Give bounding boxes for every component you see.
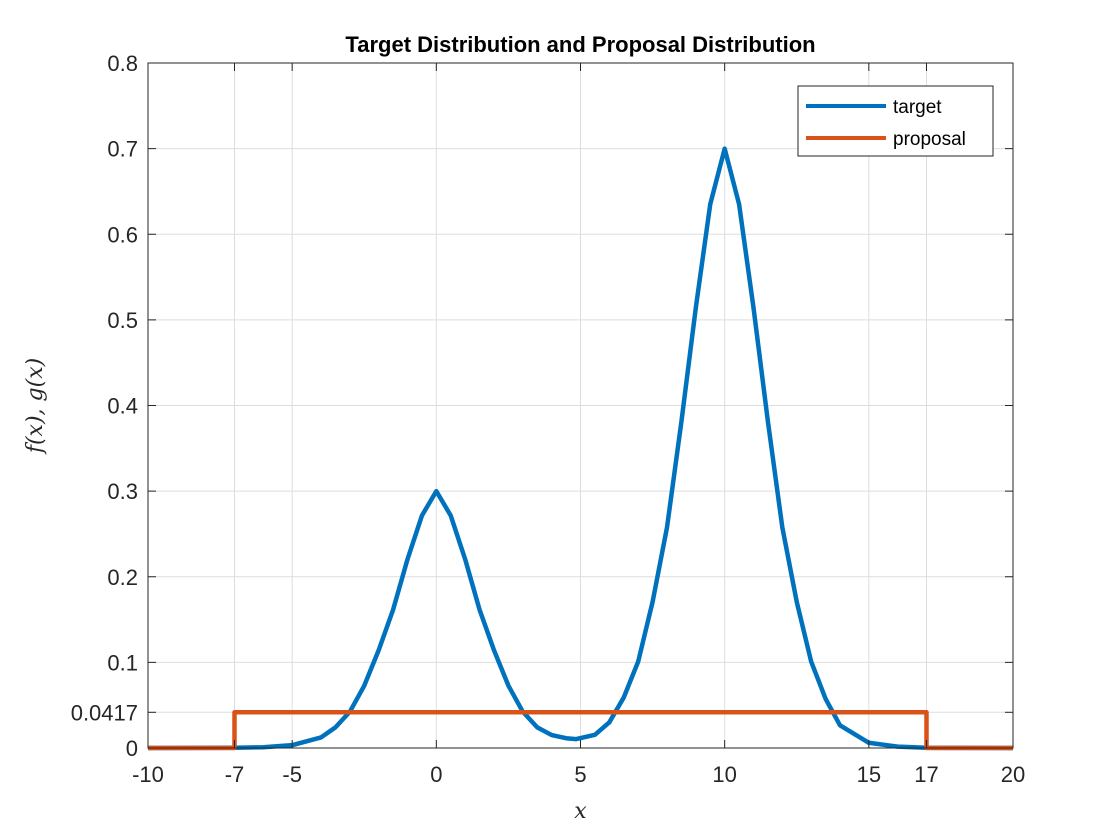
x-axis-label: x [574, 799, 587, 824]
legend-label-target: target [893, 97, 942, 118]
y-tick-label: 0.1 [107, 650, 138, 675]
y-axis-label: f(x), g(x) [23, 358, 48, 455]
y-tick-label: 0.4 [107, 394, 138, 419]
x-tick-label: 17 [914, 762, 938, 787]
legend[interactable]: target proposal [797, 85, 994, 157]
y-tick-label: 0.3 [107, 479, 138, 504]
x-tick-label: -10 [132, 762, 164, 787]
legend-box [797, 85, 994, 157]
x-tick-label: 20 [1001, 762, 1025, 787]
y-ticks: 0 0.0417 0.1 0.2 0.3 0.4 0.5 0.6 0.7 0.8 [71, 51, 1013, 761]
y-tick-label: 0.7 [107, 137, 138, 162]
x-tick-label: 10 [712, 762, 736, 787]
x-tick-label: -5 [282, 762, 302, 787]
x-tick-label: 15 [857, 762, 881, 787]
x-ticks: -10 -7 -5 0 5 10 15 17 20 [132, 63, 1025, 787]
series-line-target [147, 146, 1014, 751]
y-tick-label: 0 [126, 736, 138, 761]
y-tick-label: 0.0417 [71, 700, 138, 725]
y-tick-label: 0.2 [107, 565, 138, 590]
y-tick-label: 0.5 [107, 308, 138, 333]
y-tick-label: 0.6 [107, 222, 138, 247]
chart-title: Target Distribution and Proposal Distrib… [345, 32, 815, 57]
x-tick-label: 5 [574, 762, 586, 787]
x-tick-label: 0 [430, 762, 442, 787]
y-tick-label: 0.8 [107, 51, 138, 76]
legend-label-proposal: proposal [893, 129, 966, 150]
x-tick-label: -7 [225, 762, 245, 787]
